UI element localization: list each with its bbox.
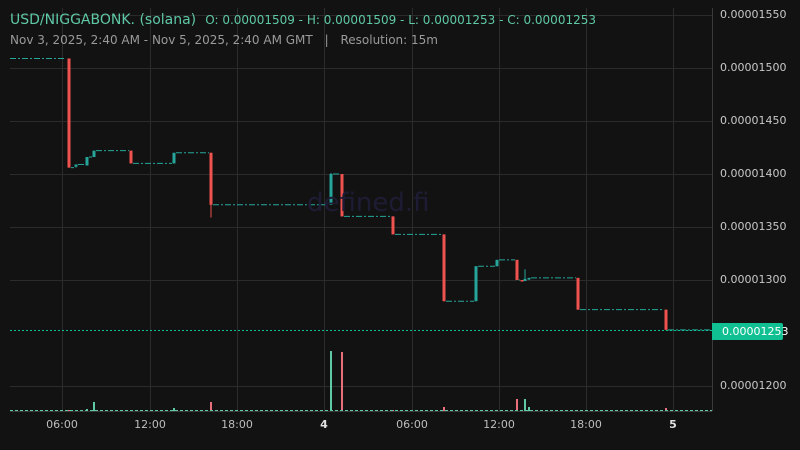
volume-bar xyxy=(516,399,518,411)
candle-body xyxy=(85,157,89,166)
candle-body xyxy=(92,150,96,158)
price-tick-label: 0.00001450 xyxy=(720,113,787,127)
price-tick-label: 0.00001350 xyxy=(720,219,787,233)
candle-body xyxy=(74,164,78,167)
candle-body xyxy=(391,216,395,235)
time-tick-label: 12:00 xyxy=(134,418,166,431)
candle-body xyxy=(523,278,527,282)
candle-body xyxy=(329,174,333,205)
volume-bar xyxy=(93,402,95,411)
time-tick-label: 5 xyxy=(669,418,677,431)
candle-body xyxy=(172,152,176,164)
price-tick-label: 0.00001500 xyxy=(720,60,787,74)
time-tick-label: 12:00 xyxy=(483,418,515,431)
ohlc-values: O: 0.00001509 - H: 0.00001509 - L: 0.000… xyxy=(205,13,596,27)
volume-bar xyxy=(528,407,530,411)
candle-body xyxy=(209,152,213,205)
candle-body xyxy=(340,174,344,217)
chart-legend: USD/NIGGABONK. (solana) O: 0.00001509 - … xyxy=(10,10,596,47)
volume-bar xyxy=(341,352,343,411)
volume-bar xyxy=(665,408,667,411)
candle-body xyxy=(474,266,478,302)
time-tick-label: 4 xyxy=(320,418,328,431)
candle-body xyxy=(576,277,580,310)
date-range: Nov 3, 2025, 2:40 AM - Nov 5, 2025, 2:40… xyxy=(10,33,313,47)
watermark-logo: defined.fi xyxy=(307,188,430,218)
volume-bar xyxy=(443,407,445,411)
time-tick-label: 18:00 xyxy=(221,418,253,431)
price-tick-label: 0.00001400 xyxy=(720,166,787,180)
resolution-label: Resolution: 15m xyxy=(340,33,438,47)
legend-separator: | xyxy=(324,33,329,47)
candle-body xyxy=(527,277,531,280)
volume-bar xyxy=(330,351,332,411)
time-tick-label: 06:00 xyxy=(46,418,78,431)
symbol-title: USD/NIGGABONK. (solana) xyxy=(10,12,197,28)
candle-body xyxy=(515,259,519,280)
volume-bar xyxy=(173,408,175,411)
volume-bar xyxy=(524,399,526,411)
candle-body xyxy=(520,280,524,282)
candle-body xyxy=(67,58,71,168)
candle-body xyxy=(664,309,668,330)
price-tick-label: 0.00001200 xyxy=(720,378,787,392)
candle-body xyxy=(442,234,446,302)
last-price-badge: 0.00001253 xyxy=(712,323,788,340)
price-tick-label: 0.00001550 xyxy=(720,7,787,21)
time-tick-label: 18:00 xyxy=(570,418,602,431)
candle-body xyxy=(129,150,133,164)
volume-bar xyxy=(68,410,70,411)
price-tick-label: 0.00001300 xyxy=(720,272,787,286)
volume-bar xyxy=(210,402,212,411)
time-tick-label: 06:00 xyxy=(396,418,428,431)
candle-body xyxy=(495,259,499,267)
